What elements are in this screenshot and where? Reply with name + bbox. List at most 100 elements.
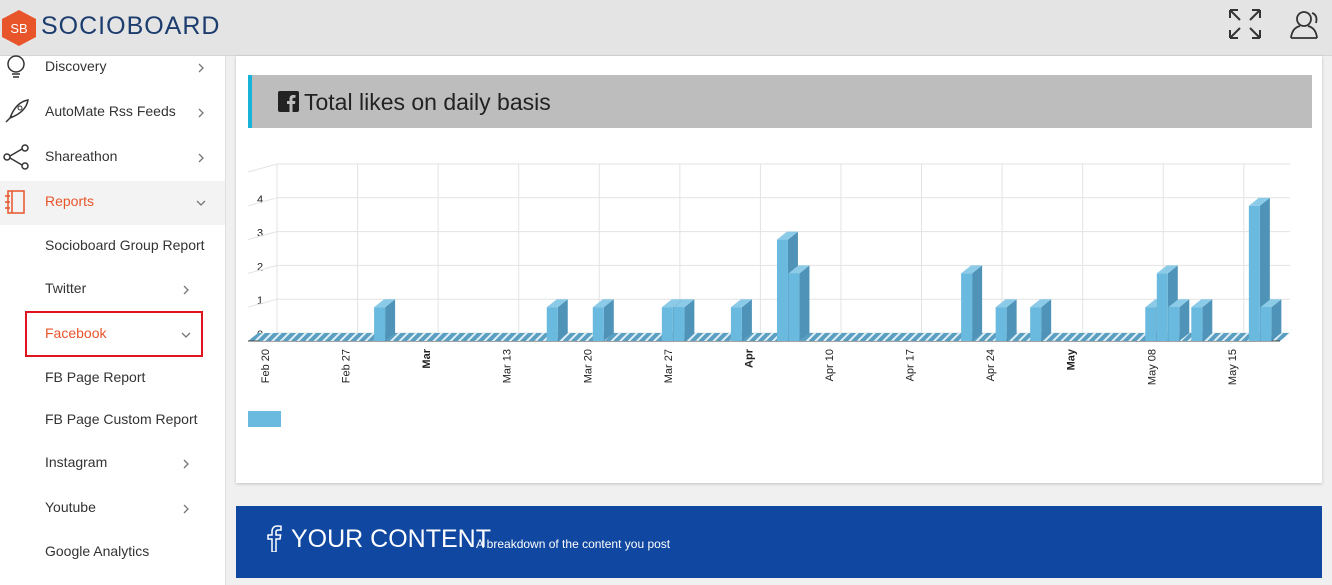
bar-top: [799, 333, 821, 341]
header: SB SOCIOBOARD: [0, 0, 1332, 56]
bar-top: [592, 299, 614, 308]
bar-top: [558, 333, 580, 341]
bar-top: [834, 333, 856, 341]
bar-side: [799, 265, 810, 341]
menu-label[interactable]: Shareathon: [45, 148, 118, 164]
bar-top: [730, 299, 752, 308]
bar-top: [1225, 333, 1247, 341]
bar-top: [512, 333, 534, 341]
bar: [1145, 307, 1157, 341]
bar-side: [557, 299, 568, 341]
bar-top: [1041, 333, 1063, 341]
bar-top: [1191, 299, 1213, 308]
menu-icon: [7, 55, 25, 78]
bar-top: [385, 333, 407, 341]
bar-top: [339, 333, 361, 341]
bar-top: [1087, 333, 1109, 341]
menu-icon: [5, 190, 25, 214]
x-tick-label: Apr: [743, 348, 755, 368]
bar-top: [282, 333, 304, 341]
bar-side: [1271, 299, 1282, 341]
x-tick-label: May: [1066, 348, 1078, 370]
y-tick-label: 3: [257, 228, 263, 240]
x-tick-label: Mar: [421, 348, 433, 368]
menu-label[interactable]: Youtube: [45, 499, 96, 515]
menu-label[interactable]: FB Page Custom Report: [45, 411, 198, 427]
x-tick-label: Mar 27: [663, 349, 675, 383]
bar-top: [1214, 333, 1236, 341]
menu-arrow: [183, 285, 189, 295]
bar-top: [500, 333, 522, 341]
bar-side: [385, 299, 396, 341]
x-tick-label: Apr 24: [985, 349, 997, 381]
bar: [995, 307, 1007, 341]
bar-top: [1168, 299, 1190, 308]
bar-top: [938, 333, 960, 341]
x-tick-label: Mar 20: [582, 349, 594, 383]
bar-top: [961, 265, 983, 274]
menu-label[interactable]: Facebook: [45, 325, 107, 341]
menu-label[interactable]: AutoMate Rss Feeds: [45, 103, 176, 119]
content-banner: YOUR CONTENT A breakdown of the content …: [236, 506, 1322, 578]
bar-top: [892, 333, 914, 341]
menu-label[interactable]: Socioboard Group Report: [45, 237, 205, 253]
menu-label[interactable]: Instagram: [45, 454, 108, 470]
facebook-icon: [278, 91, 299, 112]
bar-top: [351, 333, 373, 341]
menu-arrow: [196, 200, 206, 206]
menu-arrow: [198, 63, 204, 73]
sidebar: [0, 56, 226, 585]
y-tick-label: 1: [257, 295, 263, 307]
banner-title: YOUR CONTENT: [291, 525, 491, 553]
menu-label[interactable]: Reports: [45, 193, 95, 209]
menu-label[interactable]: FB Page Report: [45, 369, 146, 385]
bar-top: [1122, 333, 1144, 341]
grid-line-slant: [247, 298, 278, 308]
bar-top: [466, 333, 488, 341]
logo-text[interactable]: SOCIOBOARD: [41, 12, 221, 40]
bar-top: [742, 333, 764, 341]
bar-top: [408, 333, 430, 341]
x-tick-label: May 15: [1227, 349, 1239, 385]
menu-label[interactable]: Google Analytics: [45, 543, 150, 559]
bar-top: [1053, 333, 1075, 341]
bar-top: [293, 333, 315, 341]
bar-side: [972, 265, 983, 341]
bar-side: [603, 299, 614, 341]
bar: [788, 273, 800, 341]
grid-line-slant: [247, 197, 278, 207]
menu-arrow: [198, 108, 204, 118]
bar-top: [1099, 333, 1121, 341]
bar-top: [397, 333, 419, 341]
highlight-box: [25, 311, 203, 357]
bar-top: [696, 333, 718, 341]
bar: [1248, 205, 1260, 341]
logo-badge-text: SB: [10, 21, 27, 36]
bar-top: [788, 265, 810, 274]
active-row: [0, 181, 225, 225]
legend-swatch: [248, 411, 281, 427]
fullscreen-icon[interactable]: [1228, 8, 1262, 40]
x-tick-label: Feb 20: [260, 349, 272, 383]
bar-top: [489, 333, 511, 341]
x-tick-label: Feb 27: [341, 349, 353, 383]
bar-side: [684, 299, 695, 341]
menu-arrow: [181, 332, 191, 338]
menu-label[interactable]: Twitter: [45, 280, 87, 296]
bar: [374, 307, 386, 341]
bar-top: [569, 333, 591, 341]
menu-label[interactable]: Discovery: [45, 58, 107, 74]
menu-arrow: [183, 459, 189, 469]
bar-top: [1076, 333, 1098, 341]
user-icon[interactable]: [1288, 8, 1322, 40]
bar-top: [903, 333, 925, 341]
bar-side: [1179, 299, 1190, 341]
bar-top: [420, 333, 442, 341]
bar-top: [776, 231, 798, 240]
bar-top: [972, 333, 994, 341]
bar-top: [661, 299, 683, 308]
bar-top: [880, 333, 902, 341]
bar-top: [684, 333, 706, 341]
bar-top: [846, 333, 868, 341]
bar: [1168, 307, 1180, 341]
